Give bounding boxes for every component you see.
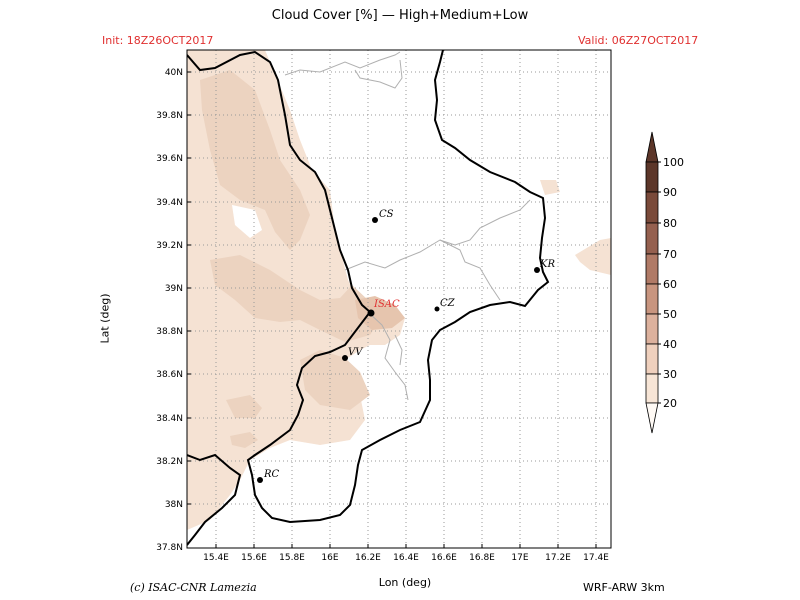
map-frame [186, 49, 612, 549]
axis-ticks [187, 71, 597, 548]
lon-tick-label: 15.4E [203, 553, 229, 563]
lat-tick-label: 38.8N [156, 327, 183, 337]
city-dot-cs [372, 217, 378, 223]
colorbar-bin [645, 373, 659, 404]
lon-tick-label: 16.2E [355, 553, 381, 563]
colorbar: 100 90 80 70 60 50 40 30 20 [645, 131, 684, 434]
colorbar-max-arrow [645, 131, 659, 163]
colorbar-label: 90 [663, 186, 677, 199]
colorbar-label: 20 [663, 397, 677, 410]
colorbar-label: 70 [663, 248, 677, 261]
lat-tick-label: 40N [165, 68, 183, 78]
city-label-cs: CS [379, 209, 394, 220]
lat-tick-label: 37.8N [156, 543, 183, 553]
colorbar-label: 60 [663, 278, 677, 291]
lon-tick-label: 15.8E [279, 553, 305, 563]
colorbar-label: 30 [663, 368, 677, 381]
colorbar-bin [645, 343, 659, 375]
colorbar-bin [645, 283, 659, 315]
lat-lon-grid [187, 50, 611, 548]
lat-tick-label: 39.2N [156, 241, 183, 251]
colorbar-label: 100 [663, 156, 684, 169]
lat-tick-label: 38.4N [156, 414, 183, 424]
colorbar-label: 80 [663, 217, 677, 230]
valid-time: Valid: 06Z27OCT2017 [578, 34, 699, 47]
city-label-isac: ISAC [373, 299, 400, 310]
city-label-kr: KR [539, 259, 555, 270]
colorbar-bin [645, 313, 659, 345]
x-axis-label: Lon (deg) [378, 576, 432, 589]
city-dot-vv [342, 355, 348, 361]
map-title: Cloud Cover [%] — High+Medium+Low [271, 8, 529, 23]
colorbar-min-arrow [645, 402, 659, 434]
lon-tick-label: 17.2E [545, 553, 571, 563]
lat-tick-label: 39N [165, 284, 183, 294]
lat-tick-label: 38N [165, 500, 183, 510]
lat-tick-label: 39.4N [156, 198, 183, 208]
credit-text: (c) ISAC-CNR Lamezia [130, 581, 257, 594]
colorbar-bin [645, 253, 659, 285]
colorbar-label: 50 [663, 308, 677, 321]
city-dot-isac [367, 309, 375, 317]
city-label-vv: VV [348, 347, 364, 358]
colorbar-label: 40 [663, 338, 677, 351]
lat-tick-label: 38.6N [156, 370, 183, 380]
province-borders [284, 51, 531, 401]
city-markers: CS KR ISAC CZ VV RC [257, 209, 555, 483]
city-dot-cz [434, 306, 440, 312]
cloud-cover-field [187, 50, 611, 530]
city-label-rc: RC [263, 469, 280, 480]
city-label-cz: CZ [440, 298, 456, 309]
lat-tick-label: 38.2N [156, 457, 183, 467]
colorbar-bin [645, 161, 659, 193]
lon-tick-label: 16.8E [469, 553, 495, 563]
coastline [187, 50, 550, 546]
y-axis-label: Lat (deg) [98, 293, 112, 344]
lon-tick-label: 16E [321, 553, 338, 563]
lon-tick-label: 17.4E [583, 553, 609, 563]
colorbar-bin [645, 191, 659, 224]
lat-tick-label: 39.8N [156, 111, 183, 121]
model-label: WRF-ARW 3km [583, 581, 665, 594]
lon-tick-label: 17E [511, 553, 528, 563]
lat-tick-label: 39.6N [156, 154, 183, 164]
init-time: Init: 18Z26OCT2017 [102, 34, 214, 47]
lon-tick-label: 16.4E [393, 553, 419, 563]
lon-tick-label: 15.6E [241, 553, 267, 563]
city-dot-rc [257, 477, 263, 483]
city-dot-kr [534, 267, 540, 273]
lon-tick-label: 16.6E [431, 553, 457, 563]
colorbar-bin [645, 222, 659, 255]
